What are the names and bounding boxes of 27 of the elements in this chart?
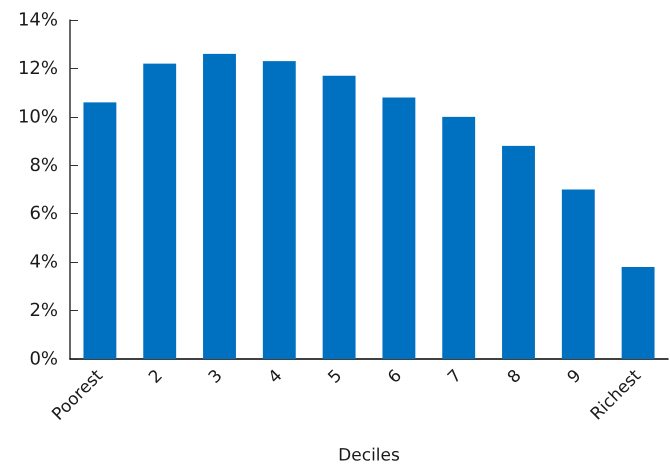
y-tick-label: 14% — [18, 10, 58, 30]
x-tick-label: 7 — [444, 366, 466, 388]
y-tick-label: 4% — [29, 252, 58, 273]
bar — [502, 146, 535, 359]
y-tick-label: 10% — [18, 106, 58, 128]
x-tick-label: 5 — [324, 366, 346, 388]
x-tick-label: 6 — [384, 366, 406, 388]
bar — [322, 76, 356, 359]
y-tick-label: 6% — [29, 203, 58, 224]
y-tick-label: 2% — [29, 300, 58, 322]
bar — [143, 64, 176, 359]
bar — [83, 102, 116, 359]
x-tick-label: 2 — [144, 366, 167, 388]
bar — [262, 61, 296, 359]
x-tick-label: 9 — [564, 366, 586, 388]
x-tick-label: 8 — [504, 366, 526, 388]
bar — [203, 54, 236, 359]
bar — [382, 97, 416, 359]
x-tick-label: 3 — [204, 366, 227, 388]
y-tick-label: 8% — [29, 154, 58, 176]
y-tick-label: 0% — [29, 348, 58, 370]
x-axis-title: Deciles — [338, 446, 400, 466]
bar — [442, 116, 476, 359]
bar — [562, 190, 595, 359]
x-tick-label: 4 — [264, 366, 286, 388]
bar — [622, 266, 655, 359]
y-tick-label: 12% — [18, 58, 58, 79]
